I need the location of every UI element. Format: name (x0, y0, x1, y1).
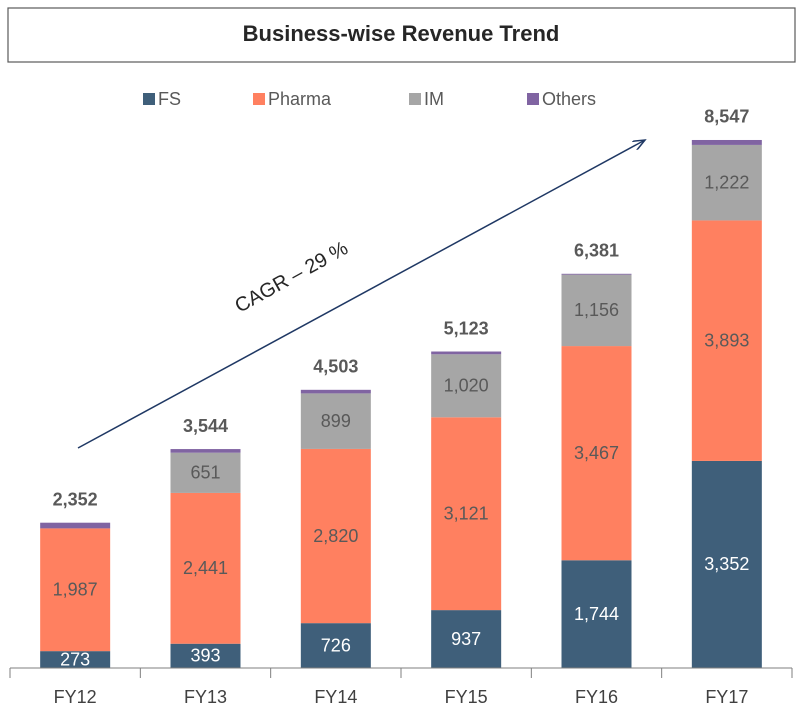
data-label: 2,820 (313, 526, 358, 546)
bar-segment (691, 460, 762, 668)
data-label: 1,744 (574, 604, 619, 624)
bar-segment (170, 449, 241, 453)
bar-segment (170, 643, 241, 668)
data-label: 2,441 (183, 558, 228, 578)
total-label: 4,503 (313, 357, 358, 377)
chart-title: Business-wise Revenue Trend (243, 21, 560, 46)
bar-segment (561, 274, 632, 347)
x-tick-label: FY14 (314, 687, 357, 707)
total-label: 8,547 (704, 107, 749, 127)
annotation: CAGR – 29 % (231, 237, 352, 317)
title-box (7, 7, 796, 63)
x-tick-label: FY13 (184, 687, 227, 707)
data-label: 3,121 (444, 503, 489, 523)
legend-label: FS (158, 89, 181, 109)
x-tick-label: FY15 (445, 687, 488, 707)
bar-segment (170, 492, 241, 644)
legend-swatch (253, 93, 265, 105)
bar-segment (561, 273, 632, 275)
bar-segment (691, 220, 762, 461)
bar-segment (170, 452, 241, 493)
legend-label: Pharma (268, 89, 332, 109)
data-label: 1,156 (574, 300, 619, 320)
data-label: 393 (190, 646, 220, 666)
total-label: 5,123 (444, 318, 489, 338)
data-label: 1,222 (704, 172, 749, 192)
bar-segment (691, 144, 762, 221)
total-label: 3,544 (183, 416, 228, 436)
legend-label: Others (542, 89, 596, 109)
data-label: 273 (60, 649, 90, 669)
legend-swatch (527, 93, 539, 105)
bar-segment (40, 522, 111, 529)
trend-arrow (77, 140, 645, 449)
x-tick-label: FY17 (705, 687, 748, 707)
data-label: 3,467 (574, 443, 619, 463)
data-label: 3,352 (704, 554, 749, 574)
data-label: 651 (190, 463, 220, 483)
legend-label: IM (424, 89, 444, 109)
x-tick-label: FY12 (54, 687, 97, 707)
bar-segment (300, 623, 371, 668)
bar-segment (691, 139, 762, 145)
bar-segment (40, 528, 111, 652)
legend-swatch (143, 93, 155, 105)
data-label: 937 (451, 629, 481, 649)
total-label: 6,381 (574, 241, 619, 261)
bar-segment (40, 651, 111, 668)
bar-segment (300, 393, 371, 449)
data-label: 1,020 (444, 376, 489, 396)
bar-segment (431, 417, 502, 611)
bar-segment (561, 346, 632, 561)
bar-segment (431, 354, 502, 418)
data-label: 899 (321, 411, 351, 431)
legend-swatch (409, 93, 421, 105)
data-label: 726 (321, 635, 351, 655)
bar-segment (431, 610, 502, 668)
total-label: 2,352 (53, 489, 98, 509)
data-label: 3,893 (704, 330, 749, 350)
bar-segment (431, 351, 502, 355)
x-tick-label: FY16 (575, 687, 618, 707)
data-label: 1,987 (53, 580, 98, 600)
bar-segment (300, 389, 371, 394)
bar-segment (300, 448, 371, 624)
bar-segment (561, 560, 632, 668)
